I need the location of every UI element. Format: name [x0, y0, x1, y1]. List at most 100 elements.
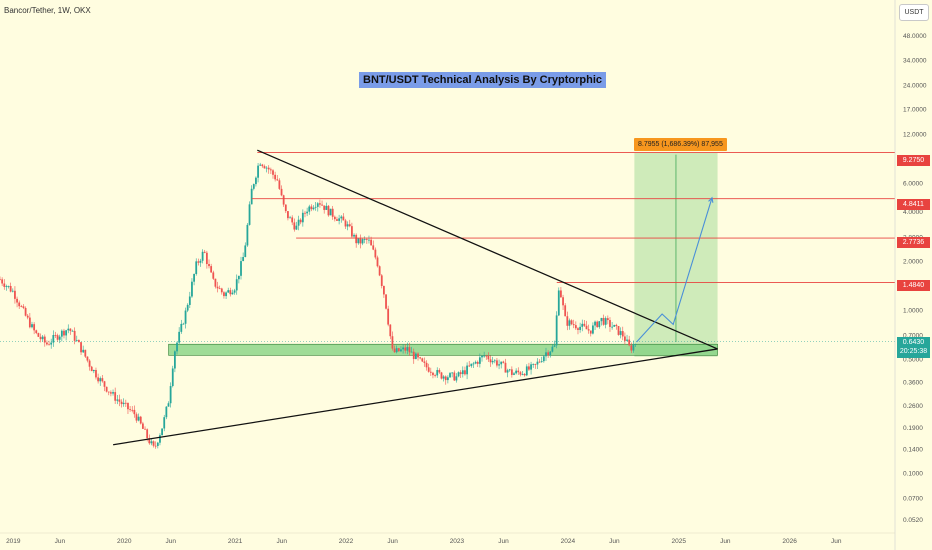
candle-body — [3, 283, 6, 287]
candle-body — [425, 362, 428, 368]
candle-body — [257, 165, 259, 178]
candle-body — [156, 442, 159, 446]
candle-body — [395, 348, 398, 353]
candle-body — [191, 281, 193, 297]
candle-body — [626, 339, 628, 341]
price-tag-resistance-3: 2.7736 — [897, 237, 930, 248]
candle-body — [0, 279, 1, 281]
y-tick-label: 0.0520 — [903, 517, 923, 524]
candle-body — [549, 351, 552, 356]
candle-body — [534, 363, 537, 365]
candle-body — [615, 324, 618, 327]
candle-body — [227, 290, 230, 293]
candle-body — [378, 266, 381, 276]
candle-body — [233, 290, 236, 293]
candle-body — [9, 285, 12, 292]
candle-body — [201, 251, 204, 261]
current-price-tag: 0.6430 20:25:38 — [897, 337, 930, 358]
y-tick-label: 2.0000 — [903, 258, 923, 265]
candle-body — [400, 349, 402, 352]
candle-body — [383, 285, 385, 295]
candle-body — [457, 372, 460, 377]
candle-body — [171, 368, 174, 387]
candle-body — [114, 392, 117, 401]
candle-body — [7, 285, 10, 287]
candle-body — [11, 290, 14, 292]
candle-body — [570, 320, 573, 325]
candle-body — [148, 438, 151, 444]
candle-body — [628, 339, 631, 346]
candle-body — [310, 206, 313, 210]
candle-body — [188, 296, 191, 305]
candle-body — [359, 238, 362, 244]
candle-body — [24, 307, 27, 316]
x-tick-label: 2023 — [450, 538, 465, 545]
candle-body — [244, 245, 247, 258]
candle-body — [417, 353, 419, 358]
candle-body — [14, 290, 16, 299]
candle-body — [295, 225, 298, 230]
candle-body — [146, 429, 149, 439]
candle-body — [515, 370, 518, 374]
candle-body — [237, 275, 240, 280]
candle-body — [408, 347, 411, 353]
candle-body — [48, 344, 50, 346]
candles-layer — [0, 162, 637, 449]
candle-body — [144, 428, 146, 430]
candle-body — [267, 167, 270, 170]
candle-body — [594, 321, 596, 326]
candle-body — [472, 363, 475, 365]
candle-body — [186, 304, 189, 311]
candle-body — [523, 374, 526, 376]
zone-layer — [0, 152, 895, 357]
candle-body — [193, 273, 195, 282]
candle-body — [402, 347, 404, 350]
candle-body — [308, 206, 311, 212]
candle-body — [33, 324, 36, 331]
candle-body — [180, 323, 183, 332]
candle-body — [380, 275, 383, 286]
target-measure-label: 8.7955 (1,686.39%) 87,955 — [634, 138, 727, 151]
candle-body — [297, 219, 300, 226]
candle-body — [43, 336, 46, 343]
ascending-trendline — [113, 348, 718, 446]
candle-body — [553, 345, 556, 347]
x-tick-label: 2020 — [117, 538, 132, 545]
candle-body — [589, 330, 592, 334]
candle-body — [218, 288, 221, 290]
candle-body — [577, 328, 579, 330]
x-tick-label: Jun — [276, 538, 287, 545]
current-price-value: 0.6430 — [902, 339, 925, 346]
candle-body — [78, 340, 80, 343]
y-tick-label: 24.0000 — [903, 82, 927, 89]
chart-title: BNT/USDT Technical Analysis By Cryptorph… — [359, 72, 606, 88]
y-tick-label: 0.0700 — [903, 496, 923, 503]
candle-body — [442, 376, 445, 379]
candle-body — [478, 357, 481, 364]
candle-body — [621, 331, 624, 337]
y-tick-label: 0.5000 — [903, 356, 923, 363]
candle-body — [60, 330, 63, 337]
candle-body — [92, 369, 95, 372]
candle-body — [90, 366, 93, 372]
projection-arrowhead — [708, 196, 714, 203]
candle-body — [604, 318, 607, 325]
x-tick-label: Jun — [720, 538, 731, 545]
currency-button[interactable]: USDT — [899, 4, 929, 21]
candle-body — [560, 290, 562, 298]
candle-body — [470, 363, 473, 367]
candle-body — [152, 441, 155, 446]
candle-body — [506, 370, 509, 373]
candle-body — [154, 445, 157, 447]
candle-body — [513, 373, 515, 375]
candle-body — [58, 336, 61, 340]
candle-body — [265, 167, 268, 169]
candle-body — [312, 207, 315, 210]
candle-body — [50, 342, 53, 345]
candle-body — [444, 376, 447, 381]
x-tick-label: Jun — [609, 538, 620, 545]
y-tick-label: 34.0000 — [903, 58, 927, 65]
candle-body — [26, 315, 29, 318]
